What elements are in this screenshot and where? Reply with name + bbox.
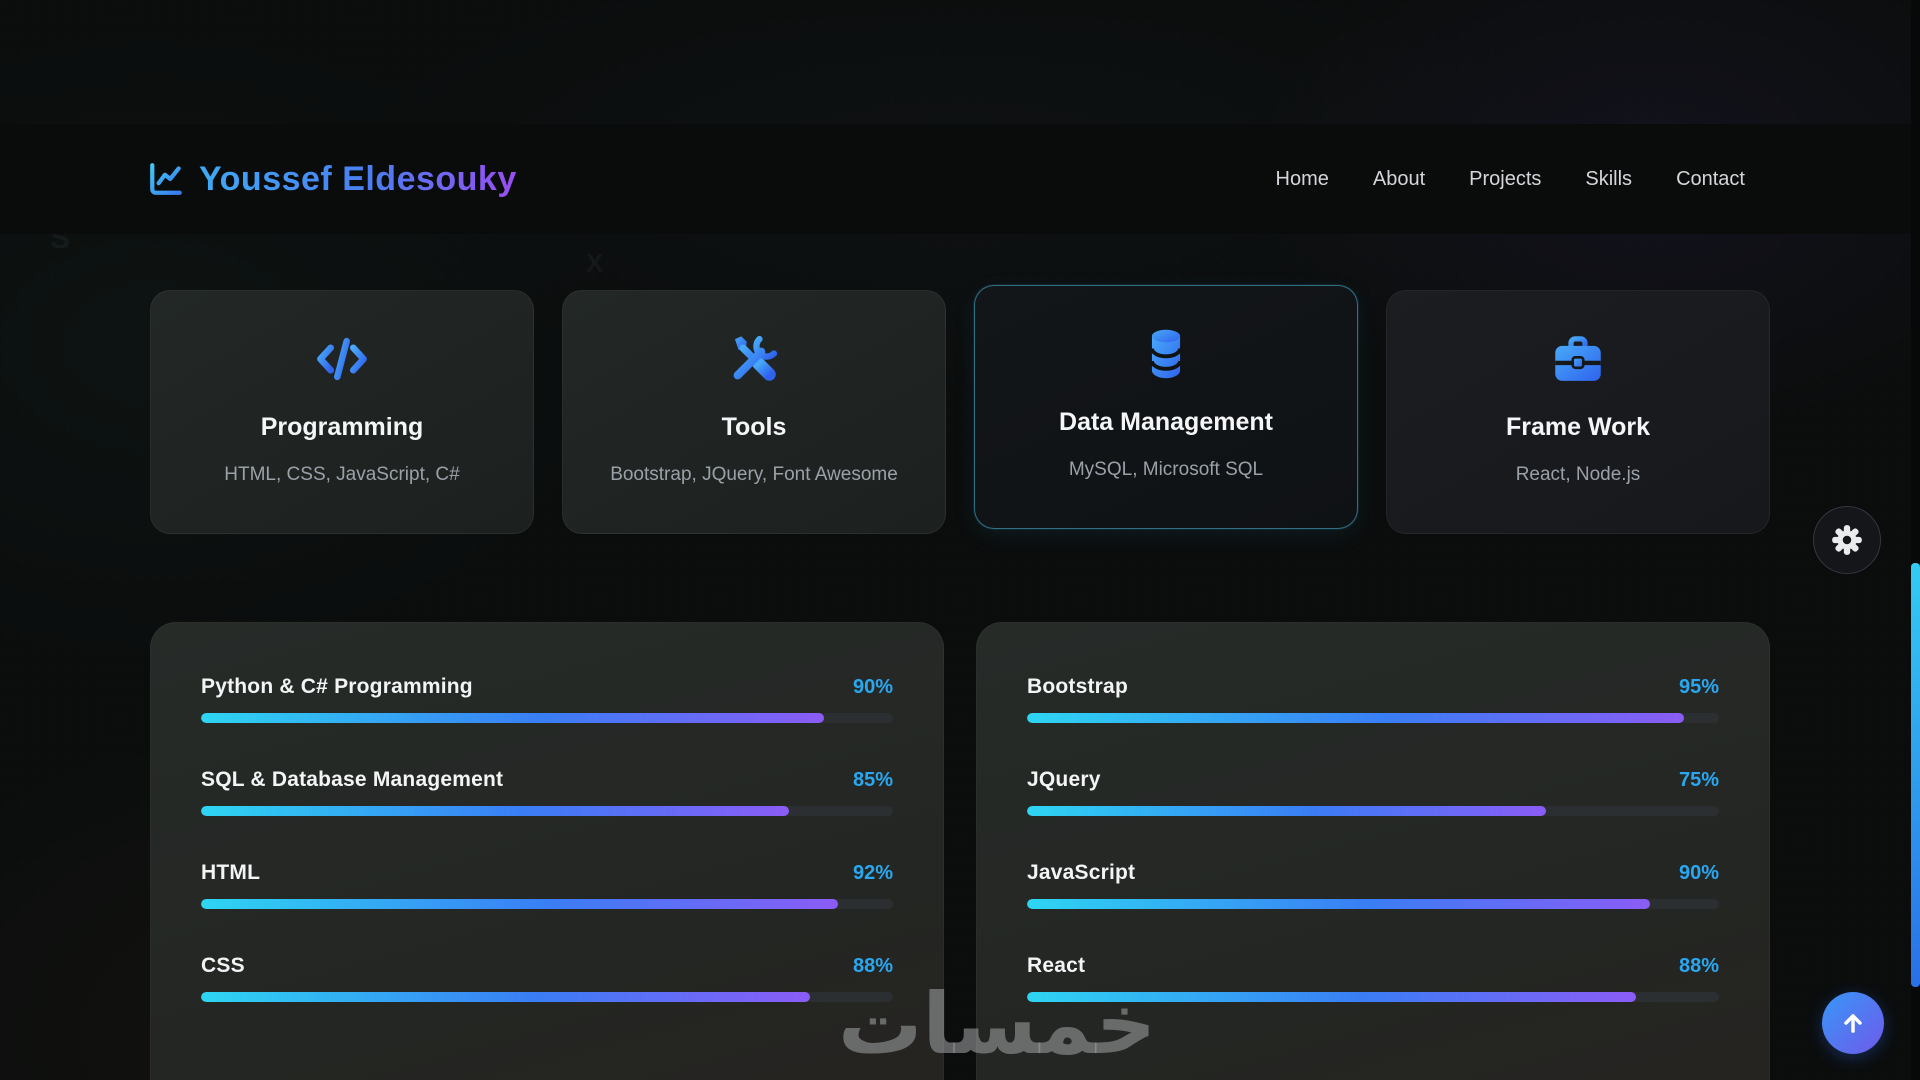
chart-line-icon xyxy=(147,160,185,198)
skills-panel-right: Bootstrap 95% JQuery 75% JavaScript xyxy=(976,621,1770,1080)
skill-row-header: JavaScript 90% xyxy=(1027,861,1719,885)
skill-row-bootstrap: Bootstrap 95% xyxy=(1027,675,1719,723)
skill-row-header: Python & C# Programming 90% xyxy=(201,675,893,699)
skill-label: CSS xyxy=(201,953,245,977)
skill-label: React xyxy=(1027,953,1086,977)
card-subtitle: React, Node.js xyxy=(1515,464,1641,485)
skill-percent: 85% xyxy=(852,768,893,791)
skill-bar-fill xyxy=(201,991,810,1002)
skill-bar-fill xyxy=(201,712,824,723)
skill-bar-fill xyxy=(1027,712,1685,723)
nav-link-skills[interactable]: Skills xyxy=(1585,167,1633,190)
skill-percent: 90% xyxy=(1678,861,1719,884)
nav-links: Home About Projects Skills Contact xyxy=(1276,168,1745,191)
brand-name: Youssef Eldesouky xyxy=(199,159,517,198)
skill-bar-track xyxy=(1027,991,1719,1002)
card-frame-work[interactable]: Frame Work React, Node.js xyxy=(1386,290,1770,534)
gear-icon xyxy=(1829,522,1865,558)
skill-row-jquery: JQuery 75% xyxy=(1027,768,1719,816)
screwdriver-wrench-icon xyxy=(589,329,919,389)
brand[interactable]: Youssef Eldesouky xyxy=(147,160,517,199)
card-programming[interactable]: Programming HTML, CSS, JavaScript, C# xyxy=(150,290,534,534)
arrow-up-icon xyxy=(1839,1009,1867,1037)
skill-row-header: SQL & Database Management 85% xyxy=(201,768,893,792)
expertise-cards: Programming HTML, CSS, JavaScript, C# Too… xyxy=(150,285,1770,534)
nav-link-about[interactable]: About xyxy=(1372,167,1426,190)
card-subtitle: Bootstrap, JQuery, Font Awesome xyxy=(610,464,898,485)
skill-bar-fill xyxy=(201,898,838,909)
card-tools[interactable]: Tools Bootstrap, JQuery, Font Awesome xyxy=(562,290,946,534)
skill-row-html: HTML 92% xyxy=(201,861,893,909)
skill-bar-fill xyxy=(1027,898,1650,909)
nav-link-home[interactable]: Home xyxy=(1275,167,1329,190)
skill-percent: 90% xyxy=(852,675,893,698)
nav-link-projects[interactable]: Projects xyxy=(1469,167,1542,190)
card-title: Frame Work xyxy=(1505,413,1651,441)
skill-percent: 95% xyxy=(1678,675,1719,698)
skill-bar-track xyxy=(1027,712,1719,723)
skill-row-header: JQuery 75% xyxy=(1027,768,1719,792)
skill-percent: 75% xyxy=(1678,768,1719,791)
skill-bar-track xyxy=(201,991,893,1002)
page-scrollbar xyxy=(1911,0,1920,1080)
skill-bar-track xyxy=(1027,898,1719,909)
card-title: Programming xyxy=(260,413,424,441)
card-title: Data Management xyxy=(1059,408,1273,436)
card-subtitle: HTML, CSS, JavaScript, C# xyxy=(224,464,460,485)
skill-row-header: HTML 92% xyxy=(201,861,893,885)
skill-label: Python & C# Programming xyxy=(201,674,473,698)
skills-section: Python & C# Programming 90% SQL & Databa… xyxy=(150,621,1770,1080)
skills-panel-left: Python & C# Programming 90% SQL & Databa… xyxy=(150,621,944,1080)
skill-label: SQL & Database Management xyxy=(201,767,504,791)
skill-row-header: CSS 88% xyxy=(201,954,893,978)
nav-link-contact[interactable]: Contact xyxy=(1676,167,1745,190)
skill-label: HTML xyxy=(201,860,261,884)
skill-row-header: React 88% xyxy=(1027,954,1719,978)
card-subtitle: MySQL, Microsoft SQL xyxy=(1068,459,1264,480)
skill-percent: 92% xyxy=(852,861,893,884)
skill-label: Bootstrap xyxy=(1027,674,1128,698)
skill-row-react: React 88% xyxy=(1027,954,1719,1002)
skill-row-javascript: JavaScript 90% xyxy=(1027,861,1719,909)
skill-label: JQuery xyxy=(1027,767,1101,791)
skill-bar-fill xyxy=(1027,805,1546,816)
skill-bar-fill xyxy=(1027,991,1636,1002)
card-title: Tools xyxy=(721,413,787,441)
skill-label: JavaScript xyxy=(1027,860,1136,884)
skill-bar-track xyxy=(201,898,893,909)
card-data-management[interactable]: Data Management MySQL, Microsoft SQL xyxy=(974,285,1358,529)
skill-bar-track xyxy=(1027,805,1719,816)
skill-row-python-c-programming: Python & C# Programming 90% xyxy=(201,675,893,723)
skill-bar-track xyxy=(201,712,893,723)
scrollbar-thumb[interactable] xyxy=(1911,563,1920,987)
navbar: Youssef Eldesouky Home About Projects Skill… xyxy=(0,124,1920,234)
skill-row-css: CSS 88% xyxy=(201,954,893,1002)
skill-percent: 88% xyxy=(1678,954,1719,977)
scroll-to-top-button[interactable] xyxy=(1822,992,1884,1054)
skill-bar-track xyxy=(201,805,893,816)
skill-bar-fill xyxy=(201,805,790,816)
briefcase-icon xyxy=(1413,329,1743,389)
skill-row-header: Bootstrap 95% xyxy=(1027,675,1719,699)
database-icon xyxy=(1001,324,1331,384)
settings-button[interactable] xyxy=(1813,506,1881,574)
skill-percent: 88% xyxy=(852,954,893,977)
skill-row-sql-database-management: SQL & Database Management 85% xyxy=(201,768,893,816)
code-icon xyxy=(177,329,507,389)
